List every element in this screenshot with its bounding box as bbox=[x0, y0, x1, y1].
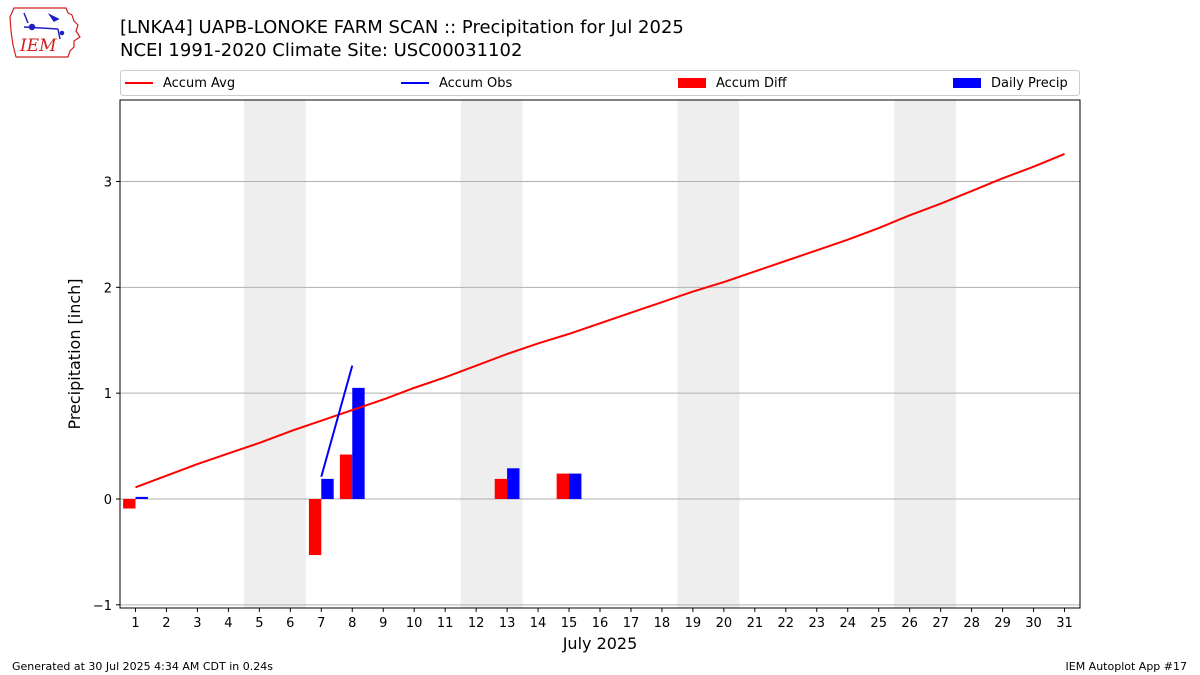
weekend-band-1 bbox=[460, 100, 523, 608]
y-tick-label-1: 1 bbox=[104, 387, 112, 402]
y-tick-label--1: −1 bbox=[93, 599, 112, 614]
line-accum-avg bbox=[135, 153, 1065, 489]
legend-swatch-accum-obs bbox=[401, 82, 429, 84]
iem-logo: IEM bbox=[9, 7, 81, 58]
x-tick-label-30: 30 bbox=[1025, 616, 1042, 631]
x-tick-label-9: 9 bbox=[379, 616, 387, 631]
x-tick-label-21: 21 bbox=[747, 616, 764, 631]
legend-swatch-accum-avg bbox=[125, 82, 153, 84]
footer-app-id: IEM Autoplot App #17 bbox=[1065, 660, 1188, 673]
y-tick-label-0: 0 bbox=[104, 493, 112, 508]
x-tick-label-17: 17 bbox=[623, 616, 640, 631]
x-tick-label-6: 6 bbox=[286, 616, 294, 631]
bar-accum-diff-day-13 bbox=[494, 478, 508, 499]
legend-label-accum-diff: Accum Diff bbox=[716, 75, 787, 91]
x-tick-label-28: 28 bbox=[963, 616, 980, 631]
legend-item-accum-avg: Accum Avg bbox=[125, 71, 235, 95]
x-tick-label-22: 22 bbox=[778, 616, 795, 631]
x-tick-label-1: 1 bbox=[131, 616, 139, 631]
x-tick-label-10: 10 bbox=[406, 616, 423, 631]
legend-item-accum-diff: Accum Diff bbox=[678, 71, 787, 95]
logo-text: IEM bbox=[19, 36, 57, 56]
bar-accum-diff-day-7 bbox=[308, 498, 322, 556]
x-tick-label-16: 16 bbox=[592, 616, 609, 631]
x-tick-label-13: 13 bbox=[499, 616, 516, 631]
x-tick-label-29: 29 bbox=[994, 616, 1011, 631]
legend-label-daily-precip: Daily Precip bbox=[991, 75, 1068, 91]
x-tick-label-27: 27 bbox=[932, 616, 949, 631]
x-tick-label-24: 24 bbox=[839, 616, 856, 631]
line-accum-obs bbox=[320, 365, 354, 478]
x-tick-label-2: 2 bbox=[162, 616, 170, 631]
x-tick-label-25: 25 bbox=[870, 616, 887, 631]
x-tick-label-4: 4 bbox=[224, 616, 232, 631]
footer-generated: Generated at 30 Jul 2025 4:34 AM CDT in … bbox=[12, 660, 273, 673]
chart-legend: Accum Avg Accum Obs Accum Diff Daily Pre… bbox=[120, 70, 1080, 96]
bar-daily-precip-day-15 bbox=[569, 473, 582, 499]
x-tick-label-3: 3 bbox=[193, 616, 201, 631]
x-tick-label-7: 7 bbox=[317, 616, 325, 631]
bar-daily-precip-day-8 bbox=[352, 387, 365, 499]
bar-accum-diff-day-1 bbox=[123, 498, 136, 509]
weekend-band-3 bbox=[894, 100, 957, 608]
x-tick-label-15: 15 bbox=[561, 616, 578, 631]
y-axis-label: Precipitation [inch] bbox=[65, 278, 84, 429]
x-tick-label-11: 11 bbox=[437, 616, 454, 631]
x-tick-label-8: 8 bbox=[348, 616, 356, 631]
legend-item-accum-obs: Accum Obs bbox=[401, 71, 512, 95]
y-tick-label-2: 2 bbox=[104, 281, 112, 296]
x-axis-label: July 2025 bbox=[562, 634, 638, 653]
legend-item-daily-precip: Daily Precip bbox=[953, 71, 1068, 95]
y-tick-label-3: 3 bbox=[104, 175, 112, 190]
x-tick-label-12: 12 bbox=[468, 616, 485, 631]
bar-accum-diff-day-8 bbox=[339, 454, 353, 499]
x-tick-label-23: 23 bbox=[809, 616, 826, 631]
bar-accum-diff-day-15 bbox=[556, 473, 570, 499]
bar-daily-precip-day-1 bbox=[135, 496, 148, 499]
x-tick-label-5: 5 bbox=[255, 616, 263, 631]
x-tick-label-19: 19 bbox=[685, 616, 702, 631]
chart-title-line1: [LNKA4] UAPB-LONOKE FARM SCAN :: Precipi… bbox=[120, 17, 684, 38]
legend-label-accum-avg: Accum Avg bbox=[163, 75, 236, 91]
legend-label-accum-obs: Accum Obs bbox=[439, 75, 513, 91]
legend-swatch-accum-diff bbox=[678, 78, 706, 88]
bar-daily-precip-day-7 bbox=[321, 478, 334, 499]
chart-title-line2: NCEI 1991-2020 Climate Site: USC00031102 bbox=[120, 40, 523, 61]
x-tick-label-18: 18 bbox=[654, 616, 671, 631]
x-tick-label-31: 31 bbox=[1056, 616, 1073, 631]
x-tick-label-20: 20 bbox=[716, 616, 733, 631]
bar-daily-precip-day-13 bbox=[507, 468, 520, 499]
weekend-band-2 bbox=[677, 100, 740, 608]
legend-swatch-daily-precip bbox=[953, 78, 981, 88]
x-tick-label-14: 14 bbox=[530, 616, 547, 631]
weekend-band-0 bbox=[243, 100, 306, 608]
x-tick-label-26: 26 bbox=[901, 616, 918, 631]
